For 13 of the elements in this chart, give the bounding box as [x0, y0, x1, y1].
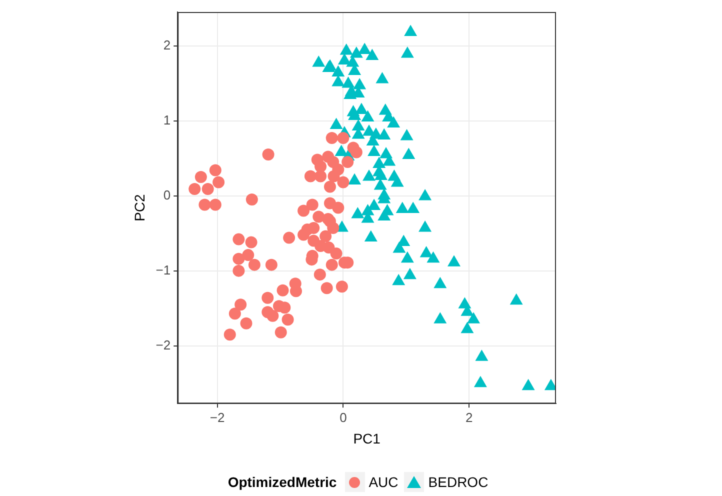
x-tick-label: 2 [466, 410, 473, 425]
x-tick-label: 0 [340, 410, 347, 425]
legend-label: BEDROC [428, 474, 488, 490]
y-axis-title: PC2 [131, 194, 148, 222]
y-tick-label: −2 [156, 337, 171, 352]
x-axis-title: PC1 [353, 430, 381, 446]
legend-title: OptimizedMetric [228, 474, 337, 490]
x-tick-label: −2 [210, 410, 225, 425]
y-tick-label: −1 [156, 262, 171, 278]
y-tick-label: 1 [163, 112, 171, 128]
y-tick-label: 2 [163, 37, 171, 52]
y-tick-label: 0 [163, 187, 171, 202]
legend-label: AUC [368, 474, 398, 490]
